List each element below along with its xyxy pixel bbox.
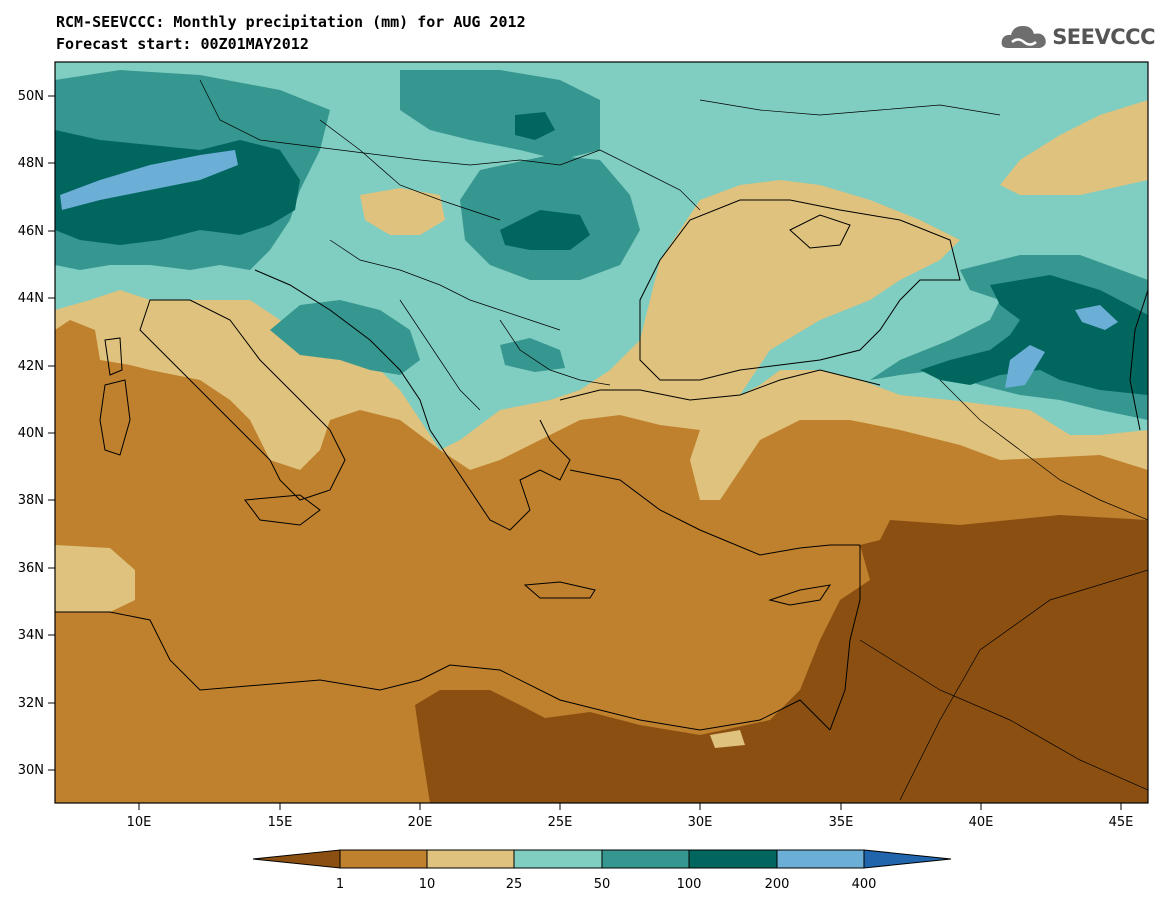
borders	[199, 79, 1148, 801]
lat-tick-label: 44N	[18, 291, 44, 306]
field-100-200-poland	[515, 112, 555, 140]
colorbar-swatch	[601, 849, 690, 869]
lat-tick-label: 30N	[18, 763, 44, 778]
precipitation-field	[55, 62, 1148, 803]
lon-axis: 10E 15E 20E 25E 30E 35E 40E 45E	[127, 803, 1134, 830]
field-10-25-ukraine	[1000, 100, 1148, 195]
sicily-coast	[244, 494, 321, 526]
field-100-200-caucasus	[920, 275, 1148, 395]
colorbar-swatch	[776, 849, 865, 869]
field-50-100-balkans	[270, 300, 420, 375]
colorbar-label: 10	[419, 877, 436, 892]
turkey-south-coast	[569, 469, 860, 556]
lon-tick-label: 40E	[969, 815, 994, 830]
lat-axis: 50N 48N 46N 44N 42N 40N 38N 36N 34N 32N …	[18, 89, 55, 778]
logo-text: SEEVCCC	[1052, 25, 1155, 49]
italy-coast	[139, 299, 346, 501]
colorbar-swatch	[426, 849, 515, 869]
caspian-coast	[1129, 289, 1148, 431]
colorbar-label: 400	[852, 877, 877, 892]
cloud-icon	[1001, 26, 1047, 48]
lat-tick-label: 50N	[18, 89, 44, 104]
crete-coast	[523, 581, 596, 599]
colorbar-swatch	[688, 849, 778, 869]
black-sea-coast	[639, 199, 961, 381]
africa-coast	[55, 611, 831, 731]
colorbar-label: 1	[336, 877, 344, 892]
lat-tick-label: 48N	[18, 156, 44, 171]
levant-coast	[829, 545, 861, 731]
map-title: RCM-SEEVCCC: Monthly precipitation (mm) …	[56, 13, 526, 31]
coastlines	[55, 199, 1148, 731]
field-50-100-bulgaria	[500, 338, 565, 372]
field-10-25-pannonia	[360, 188, 445, 235]
greece-coast	[429, 419, 571, 531]
lon-tick-label: 30E	[688, 815, 713, 830]
lat-tick-label: 32N	[18, 696, 44, 711]
field-10-25-libya	[710, 730, 745, 748]
field-100-200-carpathians	[500, 210, 590, 250]
field-50-100-poland	[400, 70, 600, 160]
field-200-400-caucasus-2	[1005, 345, 1045, 388]
turkey-coast	[559, 369, 881, 401]
colorbar-swatch	[863, 849, 952, 869]
lon-tick-label: 25E	[548, 815, 573, 830]
seevccc-logo: SEEVCCC	[1000, 20, 1155, 54]
field-10-25-tunisia	[55, 545, 135, 612]
lat-tick-label: 46N	[18, 224, 44, 239]
corsica-coast	[104, 337, 123, 376]
lat-tick-label: 38N	[18, 493, 44, 508]
colorbar-label: 25	[506, 877, 523, 892]
lon-tick-label: 15E	[268, 815, 293, 830]
colorbar-swatch	[252, 849, 341, 869]
lat-tick-label: 36N	[18, 561, 44, 576]
lat-tick-label: 40N	[18, 426, 44, 441]
field-100-200-alps	[55, 130, 300, 245]
cyprus-coast	[768, 584, 832, 606]
adriatic-east-coast	[254, 269, 431, 431]
colorbar-swatch	[339, 849, 428, 869]
colorbar-swatch	[513, 849, 603, 869]
field-1-10-africa	[55, 600, 420, 803]
lon-tick-label: 10E	[127, 815, 152, 830]
forecast-start-subtitle: Forecast start: 00Z01MAY2012	[56, 35, 309, 53]
field-200-400-alps	[60, 150, 238, 210]
colorbar: 1 10 25 50 100 200 400	[252, 849, 952, 892]
lon-tick-label: 20E	[408, 815, 433, 830]
colorbar-label: 100	[677, 877, 702, 892]
lat-tick-label: 42N	[18, 359, 44, 374]
sardinia-coast	[99, 379, 131, 456]
colorbar-label: 50	[594, 877, 611, 892]
lat-tick-label: 34N	[18, 628, 44, 643]
colorbar-label: 200	[765, 877, 790, 892]
field-200-400-caucasus-1	[1075, 305, 1118, 330]
lon-tick-label: 45E	[1109, 815, 1134, 830]
lon-tick-label: 35E	[829, 815, 854, 830]
crimea-coast	[789, 214, 851, 249]
